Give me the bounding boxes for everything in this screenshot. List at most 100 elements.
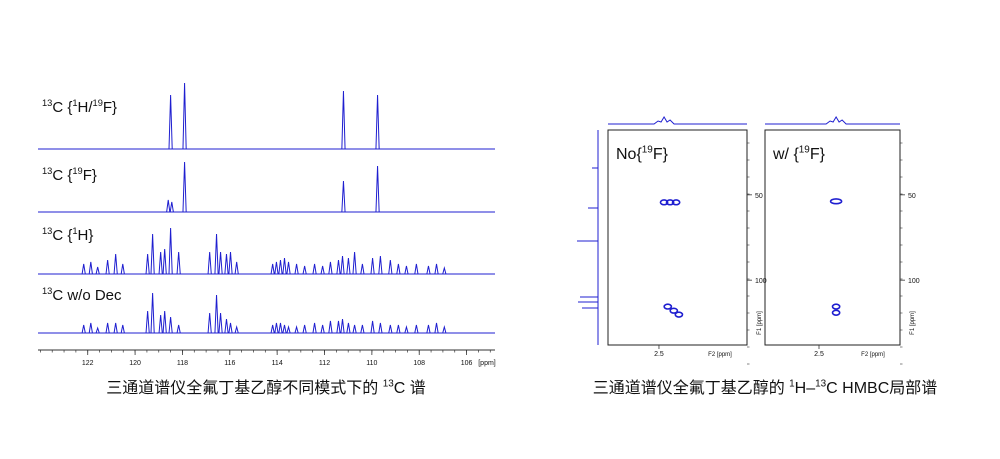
peak: [182, 161, 187, 213]
peak: [375, 165, 380, 213]
peak: [352, 324, 357, 334]
x-tick-label: 118: [177, 360, 188, 367]
peak: [434, 263, 439, 275]
peak: [81, 263, 86, 275]
caption-sup: 13: [815, 379, 827, 390]
peak: [228, 251, 233, 275]
peak: [302, 324, 307, 334]
spectrum-label-part: C {: [52, 227, 72, 244]
peak: [168, 94, 173, 150]
peak: [270, 324, 275, 334]
spectrum-label-part: C {: [52, 167, 72, 184]
peak: [158, 314, 163, 334]
spectrum-label-sup: 13: [42, 226, 52, 236]
peak: [145, 310, 150, 334]
y-axis-label: F1 [ppm]: [910, 311, 916, 335]
panel-label: w/ {19F}: [772, 145, 826, 163]
peak: [328, 261, 333, 275]
panel-label: No{19F}: [616, 145, 669, 163]
peak: [442, 325, 447, 334]
peak: [168, 227, 173, 275]
spectrum-label-part: C w/o Dec: [52, 287, 122, 304]
caption: 三通道谱仪全氟丁基乙醇的 1H–13C HMBC局部谱: [593, 379, 938, 397]
peak: [388, 259, 393, 275]
x-tick-label: 2.5: [654, 351, 664, 358]
peak: [396, 263, 401, 275]
peak: [150, 233, 155, 275]
peak: [224, 253, 229, 275]
peak: [274, 322, 279, 334]
peak: [168, 316, 173, 334]
spectrum-label: 13C {1H/19F}: [42, 98, 117, 116]
peak: [150, 292, 155, 334]
peak: [207, 251, 212, 275]
y-tick-label: 100: [908, 278, 920, 285]
x-tick-label: 116: [224, 360, 235, 367]
peak: [81, 324, 86, 334]
peak: [278, 322, 283, 334]
panel-label-sup: 19: [799, 145, 811, 156]
spectrum-label-sup: 13: [42, 98, 52, 108]
peak: [336, 259, 341, 275]
peak: [162, 310, 167, 334]
peak: [320, 324, 325, 334]
peak: [286, 325, 291, 334]
spectrum-label-part: F}: [103, 99, 117, 116]
peak: [214, 233, 219, 275]
peak: [286, 261, 291, 275]
peak: [340, 255, 345, 275]
peak: [282, 257, 287, 275]
peak: [145, 253, 150, 275]
peak: [320, 265, 325, 275]
caption-part: 三通道谱仪全氟丁基乙醇的: [593, 379, 789, 397]
peak: [414, 263, 419, 275]
peak: [360, 263, 365, 275]
panel-label-part: F}: [810, 146, 826, 163]
peak: [176, 251, 181, 275]
peak: [88, 261, 93, 275]
peak: [166, 199, 171, 213]
caption-sup: 1: [789, 379, 795, 390]
x-unit: [ppm]: [478, 360, 496, 367]
panel-label-part: w/ {: [772, 146, 799, 163]
peak: [340, 318, 345, 334]
cross-peak: [671, 199, 681, 206]
peak: [396, 324, 401, 334]
f1-projection: [577, 130, 599, 345]
spectrum-label-part: F}: [83, 167, 97, 184]
peak: [120, 324, 125, 334]
peak: [414, 324, 419, 334]
spectrum-label: 13C {19F}: [42, 166, 97, 184]
peak: [341, 90, 346, 150]
peak: [352, 251, 357, 275]
caption-part: C 谱: [394, 379, 426, 397]
spectrum-label-sup: 1: [72, 226, 77, 236]
peak: [346, 322, 351, 334]
x-tick-label: 122: [82, 360, 94, 367]
caption-sup: 13: [383, 379, 395, 390]
caption-part: H–: [795, 380, 816, 397]
x-tick-label: 110: [366, 360, 377, 367]
peak: [328, 320, 333, 334]
spectrum-label-part: H/: [78, 99, 94, 116]
caption-part: 三通道谱仪全氟丁基乙醇不同模式下的: [106, 379, 382, 397]
y-axis-label: F1 [ppm]: [757, 311, 763, 335]
caption-part: C HMBC局部谱: [826, 379, 937, 397]
peak: [426, 265, 431, 275]
peak: [294, 263, 299, 275]
peak: [270, 263, 275, 275]
peak: [105, 259, 110, 275]
peak: [95, 326, 100, 334]
peak: [214, 294, 219, 334]
peak: [346, 257, 351, 275]
peak: [224, 318, 229, 334]
spectrum-label-part: H}: [78, 227, 94, 244]
x-tick-label: 114: [272, 360, 283, 367]
cross-peak: [674, 311, 684, 318]
cross-peak: [663, 303, 673, 310]
peak: [176, 324, 181, 334]
x-tick-label: 2.5: [814, 351, 824, 358]
peak: [434, 322, 439, 334]
peak: [182, 82, 187, 150]
